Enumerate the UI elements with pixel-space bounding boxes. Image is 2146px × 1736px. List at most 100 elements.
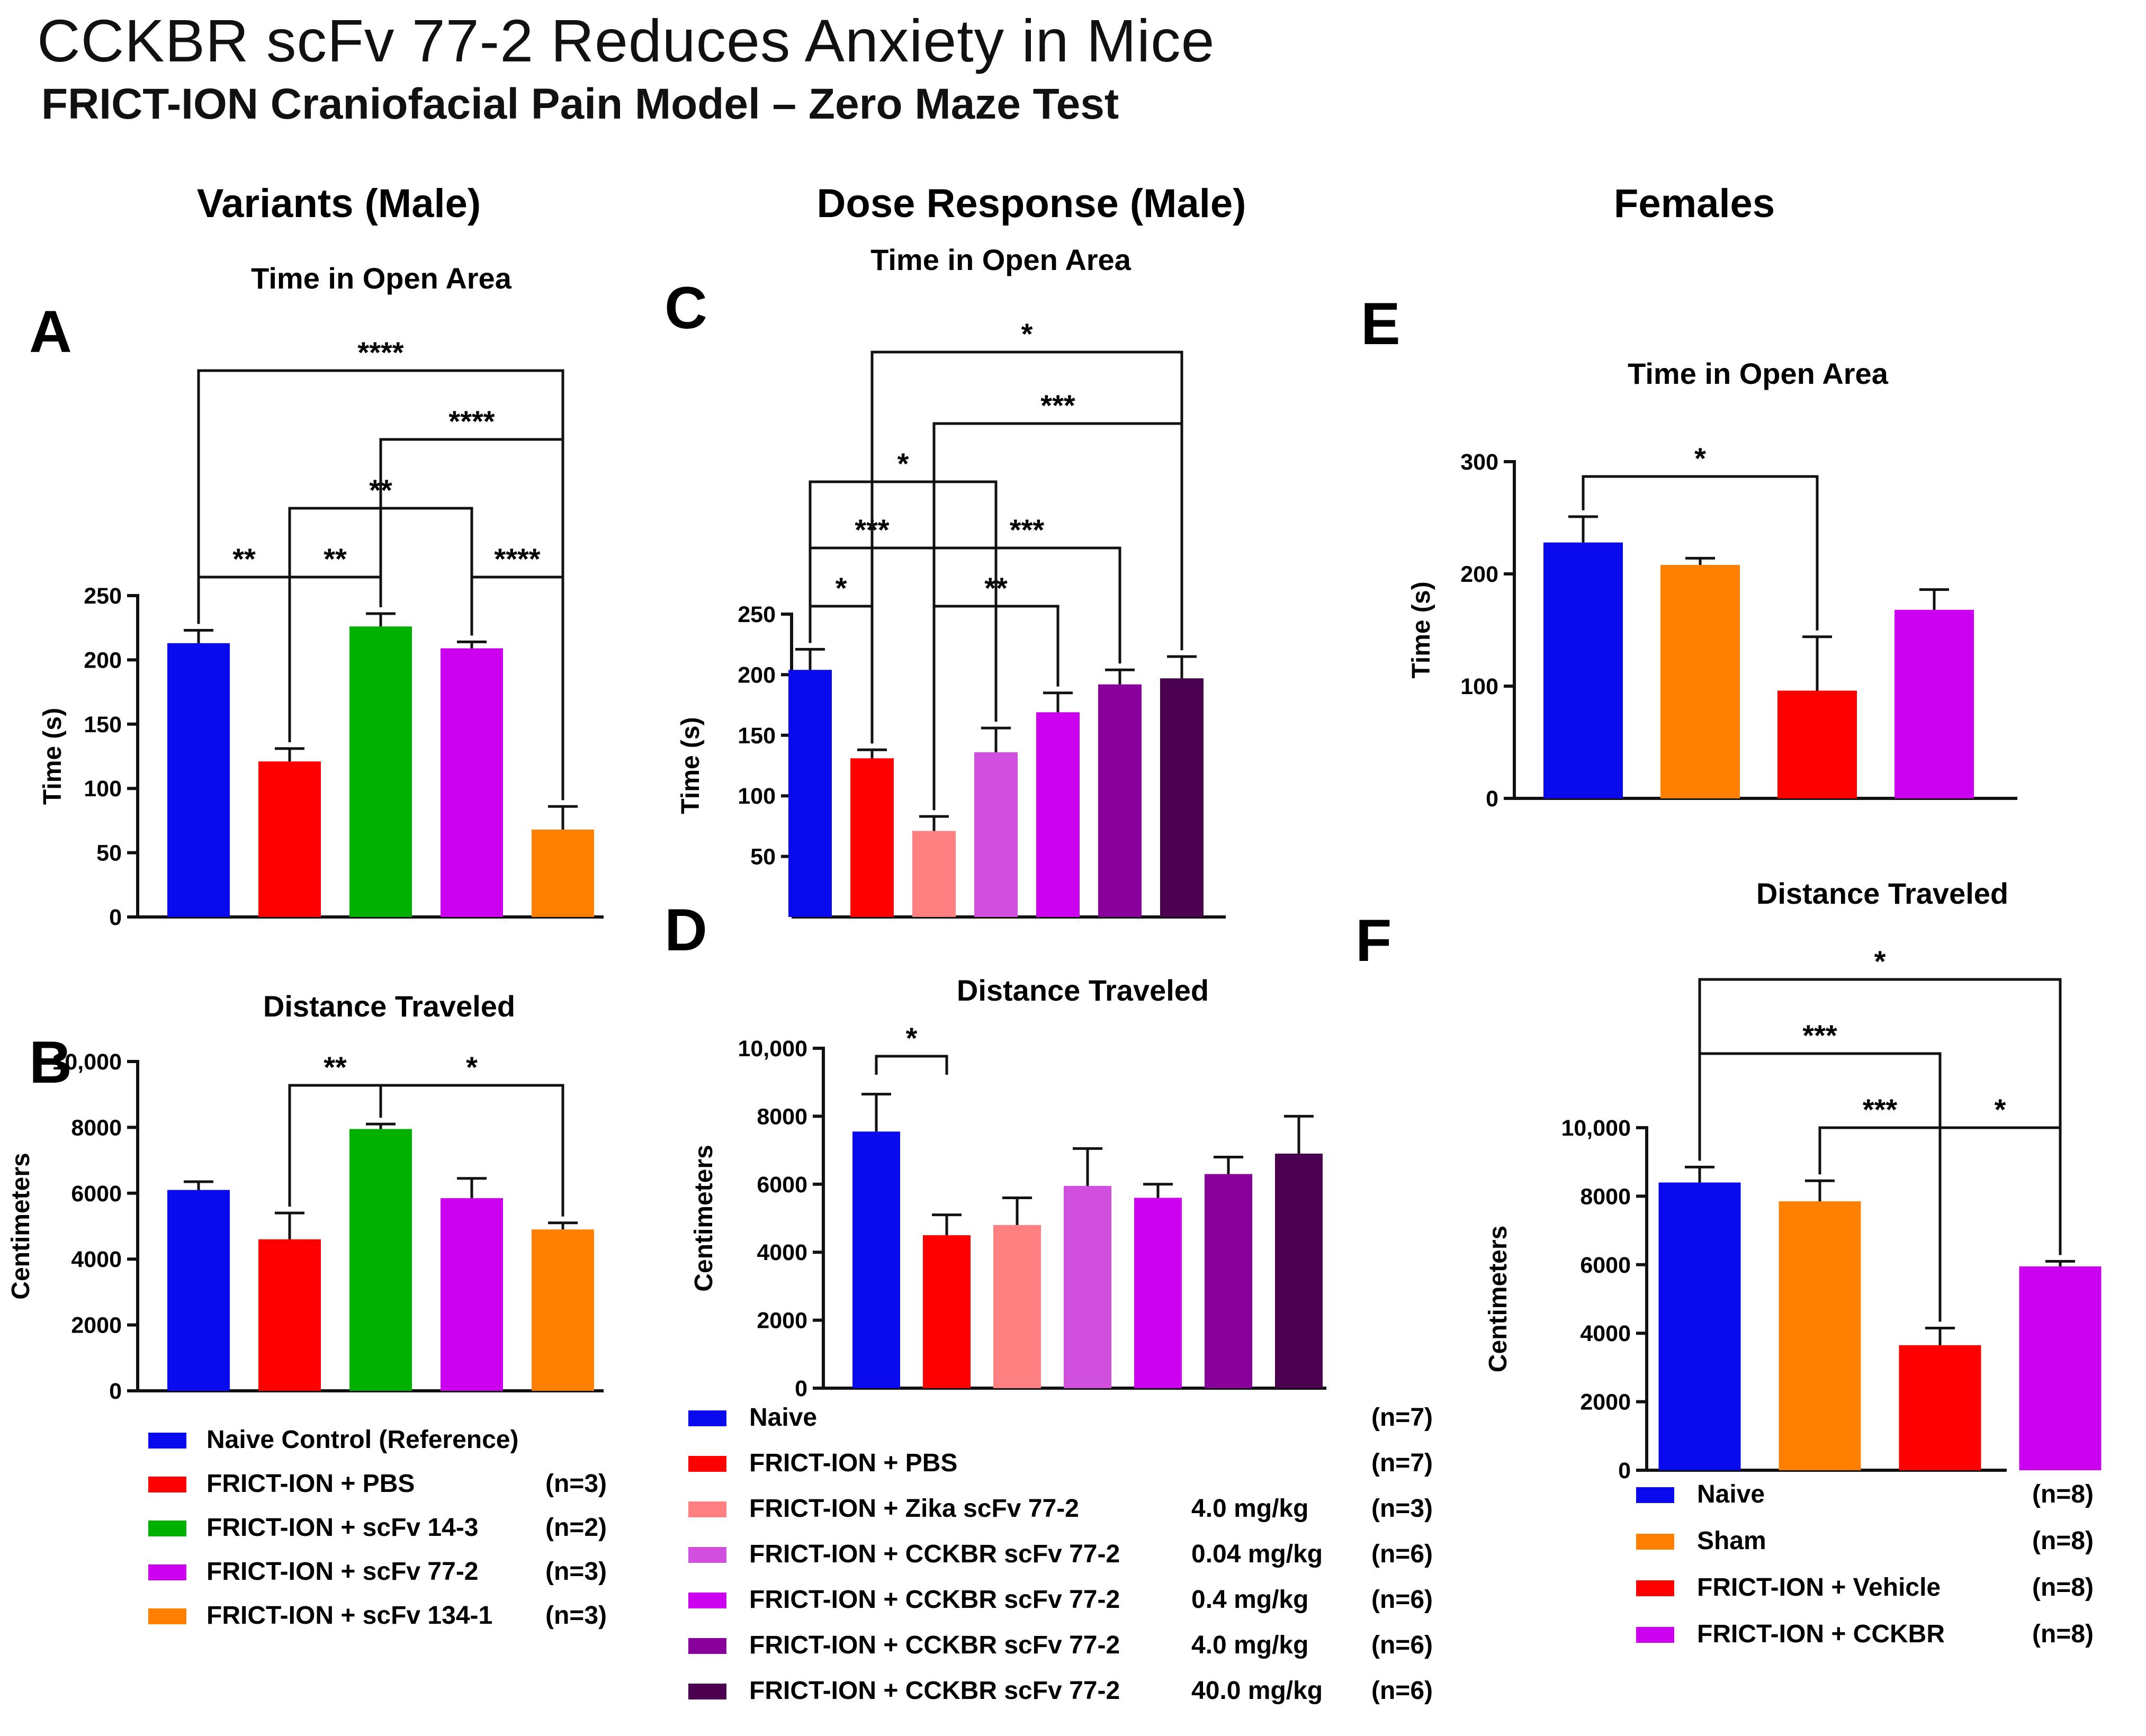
significance-label: ** [324, 1050, 347, 1084]
significance-label: * [906, 1021, 918, 1055]
y-tick-label: 100 [84, 776, 122, 802]
panel-label: E [1361, 291, 1400, 357]
panel-label: C [665, 275, 707, 341]
figure-subtitle: FRICT-ION Craniofacial Pain Model – Zero… [41, 80, 1119, 128]
y-axis-label: Time (s) [677, 717, 705, 814]
legend-dose: 0.04 mg/kg [1191, 1540, 1323, 1568]
significance-bracket [870, 350, 1183, 744]
bar [1660, 565, 1740, 798]
significance-label: * [1021, 317, 1033, 350]
y-tick-label: 100 [1460, 674, 1498, 699]
legend-label: FRICT-ION + PBS [749, 1449, 957, 1477]
legend-item: FRICT-ION + Zika scFv 77-2 4.0 mg/kg (n=3) [688, 1495, 1433, 1523]
column-heading-females: Females [1614, 181, 1775, 226]
bar [974, 752, 1018, 917]
panel-title: Distance Traveled [1756, 877, 2008, 910]
bar [1275, 1154, 1323, 1388]
legends-layer: Naive Control (Reference) FRICT-ION + PBS… [148, 1404, 2094, 1705]
legend-swatch [688, 1501, 726, 1517]
significance-label: *** [1802, 1019, 1837, 1052]
y-tick-label: 6000 [1580, 1253, 1631, 1278]
significance-label: **** [494, 542, 540, 575]
legend-swatch [688, 1410, 726, 1426]
legend-label: FRICT-ION + CCKBR scFv 77-2 [749, 1586, 1120, 1614]
legend-swatch [1636, 1534, 1674, 1550]
significance-label: *** [1010, 513, 1045, 546]
legend-label: FRICT-ION + CCKBR scFv 77-2 [749, 1631, 1120, 1659]
y-tick-label: 200 [738, 662, 776, 688]
legend-dose: 0.4 mg/kg [1191, 1586, 1308, 1614]
y-tick-label: 10,000 [738, 1036, 807, 1062]
bar [1543, 542, 1623, 798]
legend-swatch [148, 1564, 186, 1580]
legend-n: (n=6) [1371, 1677, 1433, 1705]
y-tick-label: 2000 [71, 1313, 122, 1338]
bar [258, 1239, 321, 1391]
y-axis-label: Centimeters [1484, 1226, 1512, 1372]
panel-a: A Time in Open Area 0 50 100 150 200 250 Time (s… [29, 262, 604, 930]
significance-label: * [1694, 442, 1706, 475]
y-axis-label: Centimeters [690, 1145, 718, 1291]
legend-label: FRICT-ION + scFv 134-1 [206, 1602, 492, 1630]
y-tick-label: 250 [84, 583, 122, 609]
legend-n: (n=7) [1371, 1404, 1433, 1432]
bar [1777, 690, 1857, 798]
y-axis-label: Time (s) [1407, 581, 1435, 678]
significance-label: ** [232, 542, 256, 575]
legend-swatch [1636, 1627, 1674, 1643]
bar [167, 643, 230, 917]
panel-f: F Distance Traveled 0 2000 4000 6000 8000 10,00… [1355, 877, 2102, 1483]
figure-title: CCKBR scFv 77-2 Reduces Anxiety in Mice [37, 7, 1215, 74]
y-tick-label: 100 [738, 784, 776, 809]
legend-item: Sham (n=8) [1636, 1527, 2094, 1555]
y-tick-label: 150 [84, 712, 122, 737]
legend-c: Naive (n=7)FRICT-ION + PBS (n=7)FRICT-ION … [688, 1404, 1433, 1705]
significance-label: ** [324, 542, 347, 575]
y-tick-label: 8000 [757, 1104, 807, 1129]
bar [1779, 1201, 1861, 1470]
legend-label: Naive [749, 1404, 817, 1432]
significance-label: * [1874, 945, 1886, 978]
y-tick-label: 250 [738, 602, 776, 627]
panel-title: Distance Traveled [957, 974, 1209, 1007]
legend-label: FRICT-ION + Zika scFv 77-2 [749, 1495, 1079, 1523]
legend-n: (n=8) [2032, 1573, 2094, 1602]
panel-e: E Time in Open Area 0 100 200 300 Time (s) * [1361, 291, 2017, 812]
y-tick-label: 6000 [71, 1181, 122, 1207]
significance-bracket [379, 1084, 564, 1217]
significance-bracket [932, 546, 1121, 811]
legend-item: FRICT-ION + CCKBR scFv 77-2 0.04 mg/kg (n=… [688, 1540, 1433, 1568]
y-tick-label: 0 [795, 1376, 807, 1401]
bar [850, 758, 894, 917]
significance-label: * [466, 1050, 478, 1084]
legend-dose: 4.0 mg/kg [1191, 1631, 1308, 1659]
y-tick-label: 0 [1486, 786, 1498, 812]
bar [1036, 712, 1080, 917]
panel-d: D Distance Traveled 0 2000 4000 6000 8000 10,00… [665, 897, 1326, 1401]
y-tick-label: 8000 [71, 1115, 122, 1140]
legend-label: Naive [1697, 1480, 1765, 1508]
y-tick-label: 4000 [757, 1240, 807, 1265]
legend-n: (n=6) [1371, 1631, 1433, 1659]
legend-swatch [688, 1593, 726, 1608]
y-tick-label: 10,000 [1561, 1116, 1631, 1141]
legend-swatch [148, 1608, 186, 1624]
bar [167, 1190, 230, 1391]
legend-n: (n=7) [1371, 1449, 1433, 1477]
panels-layer: A Time in Open Area 0 50 100 150 200 250 Time (s… [7, 243, 2102, 1483]
bar [441, 1198, 503, 1391]
y-tick-label: 2000 [1580, 1390, 1631, 1415]
legend-item: Naive (n=8) [1636, 1480, 2094, 1508]
bar [912, 831, 956, 917]
y-tick-label: 0 [109, 1379, 122, 1404]
significance-label: *** [1863, 1093, 1898, 1126]
y-tick-label: 2000 [757, 1308, 807, 1334]
legend-swatch [688, 1638, 726, 1654]
legend-item: FRICT-ION + PBS (n=7) [688, 1449, 1433, 1477]
bar [258, 761, 321, 917]
legend-item: Naive Control (Reference) [148, 1426, 518, 1454]
panel-label: B [29, 1029, 72, 1095]
legend-n: (n=8) [2032, 1480, 2094, 1508]
legend-swatch [148, 1433, 186, 1449]
